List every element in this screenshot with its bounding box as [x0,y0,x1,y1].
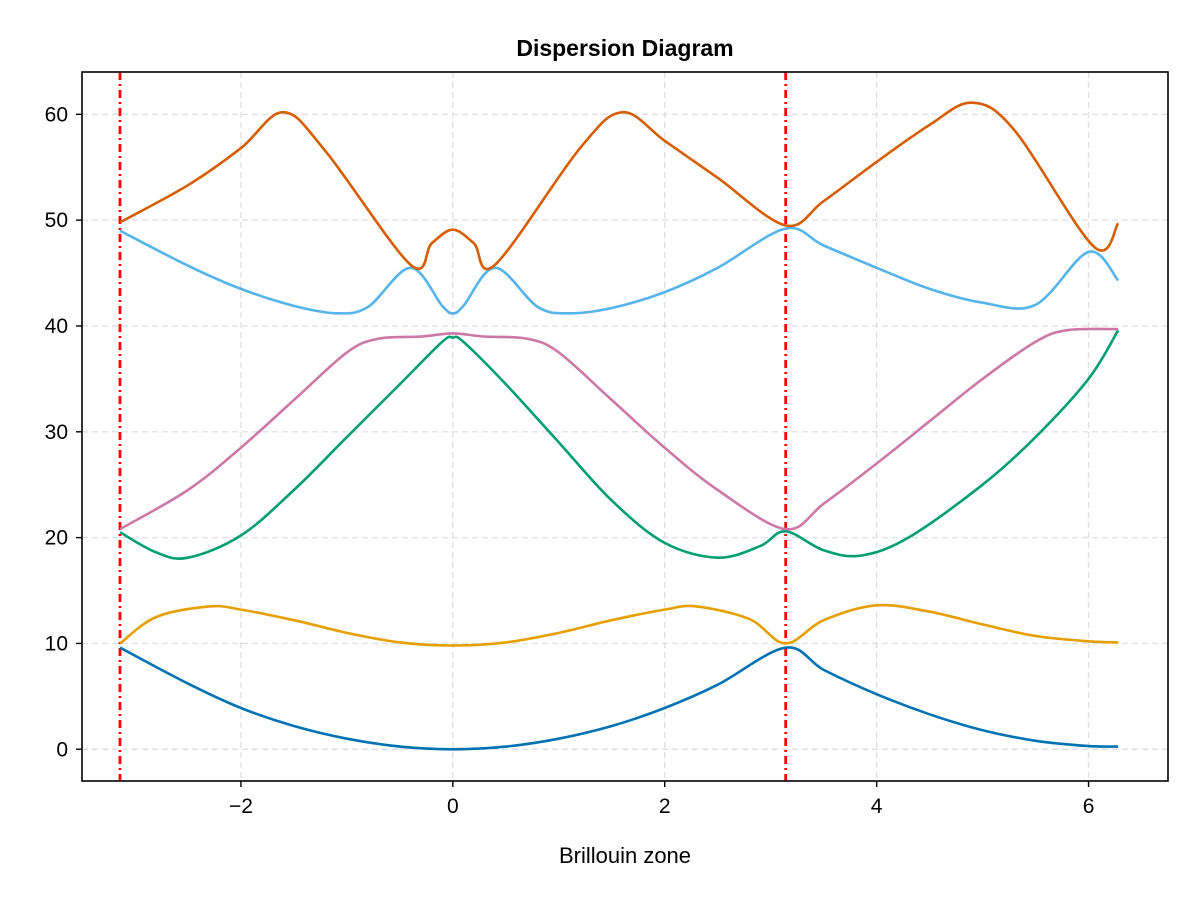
x-tick-label: 6 [1083,795,1095,818]
y-tick-label: 20 [45,527,68,550]
y-tick-label: 50 [45,209,68,232]
boundary-lines [118,72,788,781]
y-tick-label: 30 [45,421,68,444]
series-line-band-3 [119,329,1120,560]
x-axis-label: Brillouin zone [559,843,691,868]
x-tick-label: 2 [659,795,671,818]
series-line-band-1 [119,646,1119,751]
series-line-band-5 [119,226,1120,315]
chart-title: Dispersion Diagram [516,35,733,61]
grid [82,72,1168,781]
series-line-band-6 [119,101,1120,271]
series-lines [119,101,1120,751]
series-line-band-4 [119,327,1119,531]
plot-frame [81,71,1169,782]
y-tick-label: 60 [45,103,68,126]
y-tick-label: 40 [45,315,68,338]
x-tick-label: 4 [871,795,883,818]
x-tick-label: 0 [447,795,459,818]
y-tick-label: 10 [45,632,68,655]
series-line-band-2 [119,603,1119,647]
x-tick-label: −2 [229,795,253,818]
y-tick-label: 0 [56,738,68,761]
